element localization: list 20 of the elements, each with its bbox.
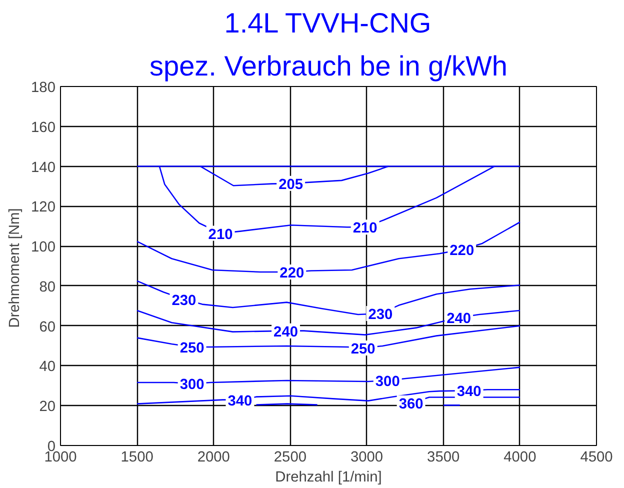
y-tick-label: 20 <box>39 399 56 416</box>
x-tick-label: 2500 <box>274 450 307 466</box>
x-tick-label: 2000 <box>197 450 230 466</box>
y-tick-label: 80 <box>39 279 56 296</box>
x-tick-label: 3500 <box>427 450 460 466</box>
y-tick-label: 60 <box>39 319 56 336</box>
x-tick-label: 4500 <box>580 450 613 466</box>
y-tick-label: 100 <box>31 240 56 256</box>
y-tick-label: 180 <box>31 80 56 96</box>
chart-title: 1.4L TVVH-CNG <box>224 8 432 38</box>
x-tick-label: 1500 <box>120 450 154 466</box>
y-tick-label: 40 <box>39 359 56 376</box>
x-tick-label: 3000 <box>350 450 384 466</box>
chart-subtitle: spez. Verbrauch be in g/kWh <box>150 50 508 82</box>
y-axis-title: Drehmoment [Nm] <box>7 208 24 328</box>
y-tick-label: 160 <box>31 120 56 136</box>
y-tick-label: 140 <box>31 160 56 176</box>
x-tick-label: 4000 <box>504 450 536 466</box>
x-axis-title: Drehzahl [1/min] <box>275 470 382 486</box>
y-tick-label: 120 <box>31 200 56 216</box>
